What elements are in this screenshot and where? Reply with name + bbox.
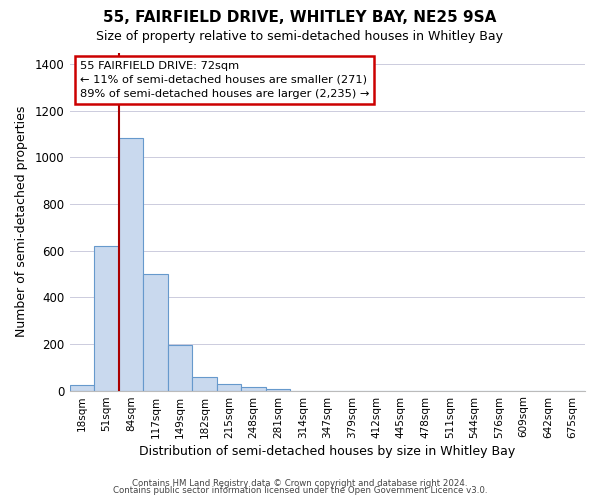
Bar xyxy=(217,384,241,390)
Bar xyxy=(94,246,119,390)
Bar xyxy=(119,138,143,390)
Bar xyxy=(143,274,168,390)
Text: 55 FAIRFIELD DRIVE: 72sqm
← 11% of semi-detached houses are smaller (271)
89% of: 55 FAIRFIELD DRIVE: 72sqm ← 11% of semi-… xyxy=(80,61,369,99)
Bar xyxy=(168,345,192,391)
Bar xyxy=(192,376,217,390)
X-axis label: Distribution of semi-detached houses by size in Whitley Bay: Distribution of semi-detached houses by … xyxy=(139,444,515,458)
Text: Size of property relative to semi-detached houses in Whitley Bay: Size of property relative to semi-detach… xyxy=(97,30,503,43)
Text: Contains public sector information licensed under the Open Government Licence v3: Contains public sector information licen… xyxy=(113,486,487,495)
Text: Contains HM Land Registry data © Crown copyright and database right 2024.: Contains HM Land Registry data © Crown c… xyxy=(132,478,468,488)
Text: 55, FAIRFIELD DRIVE, WHITLEY BAY, NE25 9SA: 55, FAIRFIELD DRIVE, WHITLEY BAY, NE25 9… xyxy=(103,10,497,25)
Bar xyxy=(70,384,94,390)
Y-axis label: Number of semi-detached properties: Number of semi-detached properties xyxy=(15,106,28,337)
Bar xyxy=(266,389,290,390)
Bar xyxy=(241,388,266,390)
